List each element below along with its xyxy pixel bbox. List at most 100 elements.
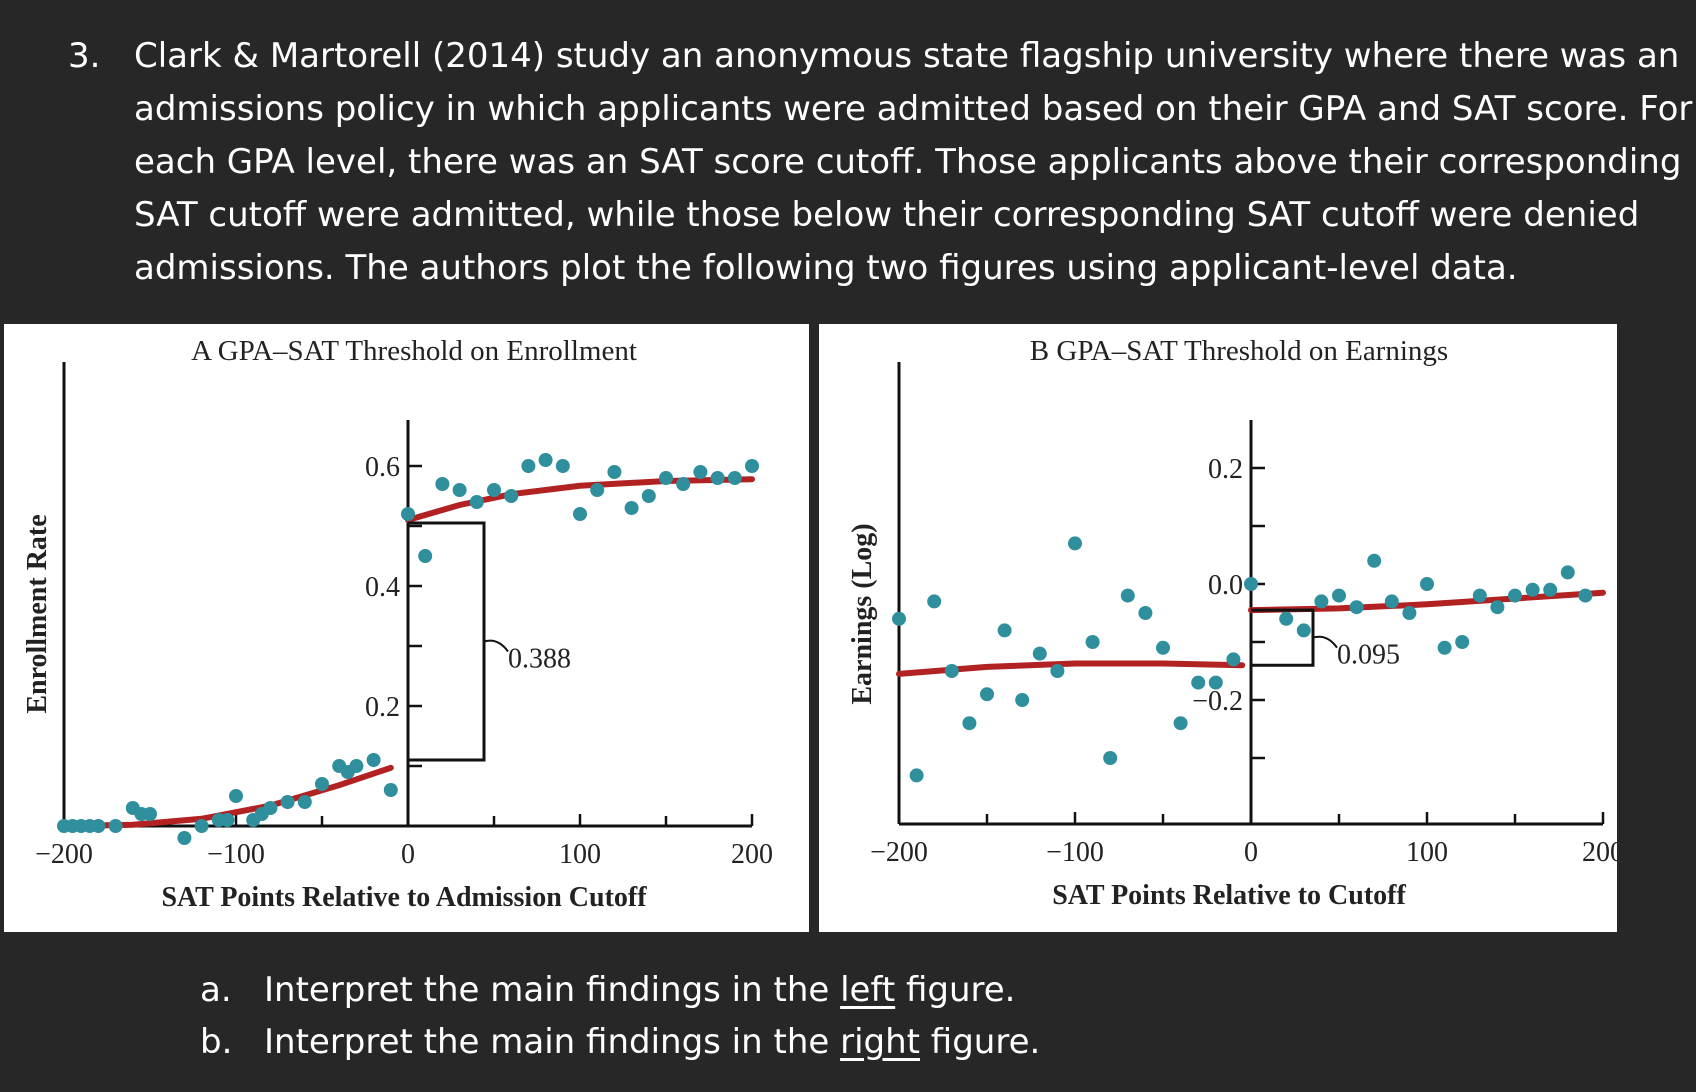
subquestion-a-suffix: figure. [895, 970, 1016, 1010]
data-point [297, 795, 312, 809]
y-tick-label: 0.2 [365, 692, 400, 723]
data-point [693, 465, 708, 479]
data-point [1525, 582, 1540, 597]
question-number: 3. [68, 36, 101, 76]
data-point [745, 459, 759, 473]
bracket-pointer [483, 639, 509, 653]
y-tick-label: −0.2 [1192, 686, 1243, 717]
data-point [1490, 600, 1505, 615]
data-point [624, 501, 639, 515]
data-point [892, 611, 906, 626]
data-point [177, 831, 192, 845]
data-point [1279, 611, 1294, 626]
figure-a-panel: A GPA–SAT Threshold on Enrollment −200 −10… [4, 324, 809, 932]
subquestion-a: a. Interpret the main findings in the le… [200, 964, 1100, 1016]
data-point [538, 453, 553, 467]
data-point [435, 477, 450, 491]
data-point [418, 549, 433, 563]
y-axis-label: Earnings (Log) [847, 523, 878, 704]
data-point [1120, 588, 1135, 603]
data-point [1085, 635, 1100, 649]
data-point [659, 471, 673, 485]
data-point [91, 819, 106, 833]
data-point [1314, 594, 1329, 609]
x-tick-label: −100 [1046, 837, 1104, 868]
data-point [194, 819, 209, 833]
data-point [1332, 588, 1346, 603]
data-point [1367, 553, 1382, 568]
data-point [1244, 577, 1258, 591]
data-point [1560, 565, 1575, 580]
data-point [909, 768, 924, 783]
data-point [1472, 588, 1487, 603]
figure-b-panel: B GPA–SAT Threshold on Earnings −200 −100 0… [819, 324, 1617, 932]
data-point [469, 495, 484, 509]
subquestion-b-prefix: Interpret the main findings in the [264, 1022, 841, 1062]
data-point [607, 465, 622, 479]
x-tick-label: 0 [1244, 837, 1258, 868]
data-point [1402, 606, 1417, 620]
data-point [280, 795, 295, 809]
data-point [641, 489, 656, 503]
y-tick-label: 0.2 [1208, 454, 1243, 485]
question-text: Clark & Martorell (2014) study an anonym… [134, 36, 1693, 288]
data-point [1578, 588, 1593, 603]
y-tick-label: 0.4 [365, 572, 400, 603]
data-point [504, 489, 519, 503]
data-point [401, 507, 415, 521]
data-point [1015, 693, 1030, 707]
data-point [487, 483, 501, 497]
data-point [220, 813, 235, 827]
data-point [263, 801, 278, 815]
data-point [108, 819, 123, 833]
data-point [521, 459, 536, 473]
x-tick-label: 100 [559, 839, 601, 870]
jump-annotation: 0.388 [508, 644, 571, 675]
data-point [1068, 536, 1082, 551]
bracket-pointer [1312, 635, 1338, 649]
data-point [1508, 588, 1522, 603]
data-point [366, 753, 381, 767]
data-point [1455, 635, 1470, 649]
y-axis-label: Enrollment Rate [22, 514, 53, 713]
subquestion-a-label: a. [200, 970, 232, 1010]
data-point [1226, 652, 1241, 667]
data-point [676, 477, 691, 491]
x-tick-label: 200 [1582, 837, 1617, 868]
data-point [927, 594, 942, 609]
data-point [143, 807, 157, 821]
subquestion-b-suffix: figure. [919, 1022, 1041, 1062]
x-tick-label: 100 [1406, 837, 1448, 868]
data-point [590, 483, 605, 497]
x-tick-label: 200 [731, 839, 773, 870]
y-tick-label: 0.0 [1208, 570, 1243, 601]
jump-annotation: 0.095 [1337, 640, 1400, 671]
data-point [1420, 577, 1434, 591]
data-point [1384, 594, 1399, 609]
y-tick-label: 0.6 [365, 452, 400, 483]
data-point [1138, 606, 1153, 620]
x-tick-label: −200 [35, 839, 93, 870]
data-point [1349, 600, 1364, 615]
data-point [727, 471, 742, 485]
chart-title: A GPA–SAT Threshold on Enrollment [191, 335, 637, 367]
data-point [962, 716, 977, 731]
subquestion-b-text: Interpret the main findings in the right… [264, 1016, 1040, 1068]
data-point [383, 783, 398, 797]
subquestion-a-prefix: Interpret the main findings in the [264, 970, 841, 1010]
data-point [349, 759, 364, 773]
data-point [944, 664, 959, 678]
x-tick-label: −200 [870, 837, 928, 868]
data-point [555, 459, 570, 473]
data-point [1156, 640, 1170, 655]
data-point [1543, 582, 1558, 597]
data-point [1173, 716, 1188, 731]
data-point [980, 687, 994, 702]
data-point [1032, 646, 1047, 661]
data-point [997, 623, 1012, 638]
jump-bracket [1251, 608, 1315, 667]
subquestion-b-label: b. [200, 1022, 233, 1062]
subquestion-b: b. Interpret the main findings in the ri… [200, 1016, 1100, 1068]
subquestion-b-underlined: right [840, 1022, 920, 1062]
figure-a-chart: A GPA–SAT Threshold on Enrollment −200 −10… [22, 335, 773, 913]
